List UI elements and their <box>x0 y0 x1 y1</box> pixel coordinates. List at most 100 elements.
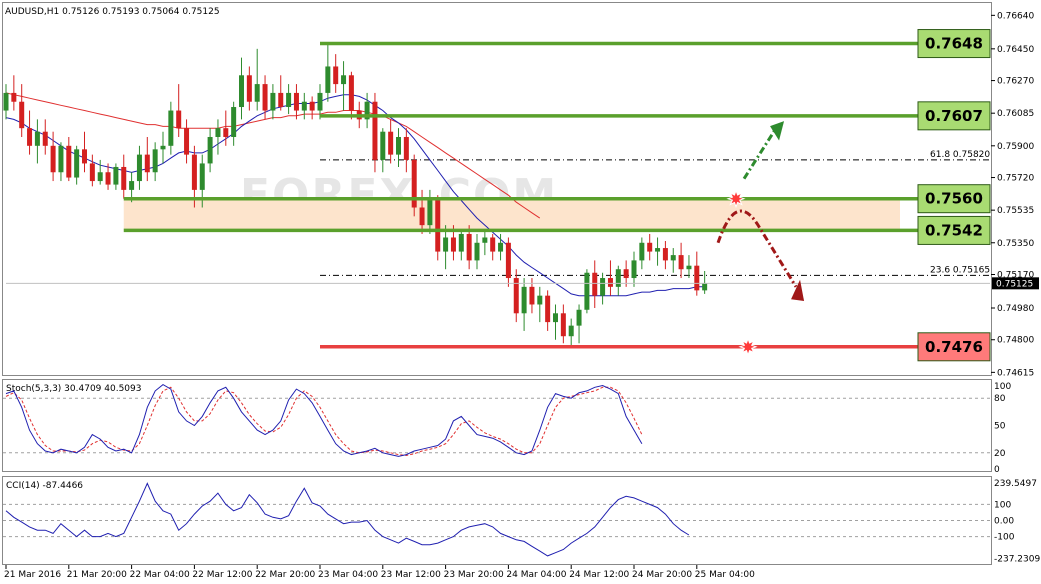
candle <box>372 92 378 173</box>
candle <box>97 159 103 185</box>
candle-body <box>505 242 511 279</box>
candle-body <box>207 136 213 164</box>
time-tick-label: 24 Mar 12:00 <box>569 570 629 580</box>
candle <box>686 255 692 279</box>
candle <box>521 278 527 331</box>
price-tick-label: 0.74800 <box>997 336 1034 346</box>
current-price-label: 0.75125 <box>996 279 1033 289</box>
candle <box>184 119 190 164</box>
up-arrow-head <box>770 121 785 141</box>
candle-body <box>309 101 315 111</box>
candle <box>262 75 268 120</box>
candle-body <box>223 128 229 137</box>
time-tick-label: 22 Mar 20:00 <box>255 570 315 580</box>
candle <box>121 154 127 199</box>
price-tick-label: 0.75720 <box>997 174 1034 184</box>
price-tick-label: 0.76085 <box>997 109 1034 119</box>
up-arrow-line <box>742 127 778 180</box>
candle <box>293 84 299 120</box>
candle <box>600 272 606 305</box>
candle-body <box>129 181 135 190</box>
candle <box>364 92 370 129</box>
candle-body <box>121 166 127 190</box>
candle-body <box>553 313 558 323</box>
candle-body <box>435 198 441 252</box>
candle-body <box>301 101 307 111</box>
candle <box>670 248 676 273</box>
candle <box>513 269 519 323</box>
candle-body <box>372 101 378 160</box>
time-tick-label: 22 Mar 12:00 <box>192 570 252 580</box>
candle <box>584 269 590 314</box>
candle-body <box>607 278 613 287</box>
key-levels: 0.7648 0.7607 0.7560 0.7542 0.7476 <box>123 29 991 362</box>
price-axis: 0.76640 0.76450 0.76270 0.76085 0.75900 0.757… <box>991 11 1039 378</box>
candle-body <box>246 75 252 102</box>
candle-body <box>670 255 676 261</box>
price-tick-label: 0.75535 <box>997 206 1034 216</box>
cci-tick-label: 100 <box>994 500 1011 510</box>
candle <box>82 131 87 173</box>
candle-body <box>97 172 103 182</box>
candle-body <box>66 145 72 178</box>
candle-body <box>42 131 48 146</box>
candle <box>631 251 637 287</box>
candle-body <box>3 92 9 111</box>
candle-body <box>152 149 158 173</box>
level-label-3: 0.7542 <box>925 221 983 239</box>
candle <box>482 230 488 256</box>
stoch-main-line <box>5 383 643 457</box>
candle-body <box>623 269 629 279</box>
candle-body <box>686 265 692 270</box>
cci-tick-label: 239.5497 <box>994 479 1037 489</box>
candle-body <box>639 242 645 261</box>
candle <box>498 233 504 261</box>
cci-indicator: 239.5497 100 0.00 -100 -237.2309 <box>3 479 1040 565</box>
level-box-3 <box>917 215 991 245</box>
price-tick-label: 0.75350 <box>997 239 1034 249</box>
candle-body <box>631 260 637 279</box>
candle-body <box>529 286 535 305</box>
candle-body <box>231 107 237 137</box>
candle <box>466 225 472 270</box>
candle <box>568 318 574 347</box>
level-label-1: 0.7607 <box>925 107 983 125</box>
candle <box>607 260 613 296</box>
stoch-indicator: 100 80 50 20 0 <box>3 382 1011 475</box>
candle <box>231 101 237 146</box>
candle-body <box>176 110 182 129</box>
candle <box>458 230 464 261</box>
cci-tick-label: -237.2309 <box>994 555 1040 565</box>
candle-body <box>443 237 449 252</box>
candle-body <box>262 84 268 111</box>
candle-body <box>662 248 668 261</box>
candle <box>270 84 276 120</box>
candle <box>655 237 661 266</box>
candle-body <box>89 163 95 182</box>
level-box-2 <box>917 184 991 214</box>
candle <box>34 119 40 164</box>
candle <box>553 304 558 340</box>
candle-body <box>278 92 284 108</box>
fibo-label-0: 61.8 0.75820 <box>930 150 990 160</box>
cci-line <box>5 482 690 557</box>
candle <box>239 57 244 120</box>
candle <box>615 265 621 296</box>
forecast-arrows <box>716 121 805 357</box>
candle-body <box>105 172 111 185</box>
price-tick-label: 0.75900 <box>997 142 1034 152</box>
candle-body <box>317 92 323 111</box>
candle-body <box>576 309 582 326</box>
candle <box>403 128 409 173</box>
candle-body <box>388 131 394 155</box>
candle <box>341 61 347 111</box>
candle <box>207 128 213 173</box>
candle <box>560 304 566 344</box>
chart-header: AUDUSD,H1 0.75126 0.75193 0.75064 0.7512… <box>5 7 220 17</box>
candle <box>160 131 166 164</box>
price-tick-label: 0.76270 <box>997 77 1034 87</box>
level-label-2: 0.7560 <box>925 190 983 208</box>
candle-body <box>545 295 551 323</box>
candle <box>529 278 535 314</box>
